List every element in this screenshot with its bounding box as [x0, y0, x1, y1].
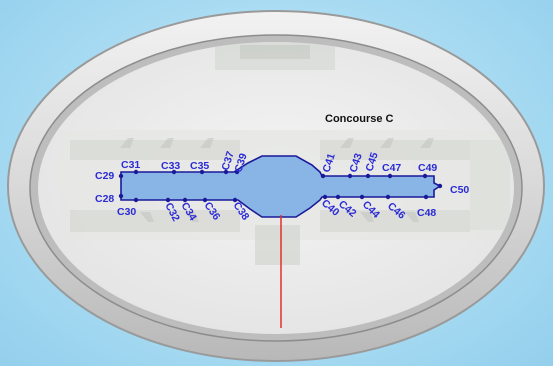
- gate-label: C45: [363, 151, 380, 173]
- gate-label: C48: [417, 207, 436, 219]
- gate-label: C30: [117, 206, 136, 218]
- concourse-building: [120, 155, 442, 218]
- gate-label: C43: [347, 152, 364, 174]
- gate-label: C37: [219, 150, 236, 172]
- concourse-title: Concourse C: [325, 113, 394, 125]
- gate-label: C49: [418, 162, 437, 174]
- gate-label: C39: [232, 152, 249, 174]
- gate-label: C33: [161, 160, 180, 172]
- gate-label: C31: [121, 159, 140, 171]
- gate-label: C41: [320, 152, 337, 174]
- gate-label: C29: [95, 170, 114, 182]
- gate-dots: [118, 169, 443, 203]
- gate-label: C35: [190, 160, 209, 172]
- gate-label: C28: [95, 193, 114, 205]
- gate-label: C47: [382, 162, 401, 174]
- gate-label: C50: [450, 184, 469, 196]
